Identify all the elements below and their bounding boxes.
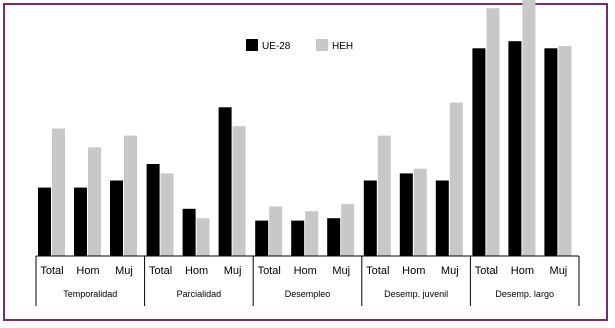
bar-ue-28-desemp-largo-muj — [544, 48, 558, 256]
chart-frame — [3, 3, 608, 321]
group-label-desempleo: Desempleo — [285, 289, 331, 299]
bar-ue-28-desemp-juvenil-total — [363, 180, 377, 256]
tick-label-desemp-largo-total: Total — [475, 265, 498, 277]
bar-heh-desemp-juvenil-hom — [413, 168, 427, 256]
tick-label-temporalidad-hom: Hom — [76, 265, 99, 277]
bar-ue-28-desemp-largo-hom — [508, 41, 522, 257]
bar-ue-28-temporalidad-total — [38, 187, 51, 256]
bar-ue-28-parcialidad-total — [146, 164, 160, 256]
tick-label-desempleo-muj: Muj — [332, 265, 350, 277]
bar-heh-temporalidad-total — [52, 128, 65, 256]
group-label-desemp-largo: Desemp. largo — [495, 289, 554, 299]
tick-label-parcialidad-total: Total — [149, 265, 172, 277]
bars-layer — [38, 0, 572, 257]
legend: UE-28 HEH — [246, 39, 353, 52]
bar-ue-28-desemp-juvenil-muj — [435, 180, 449, 256]
group-label-temporalidad: Temporalidad — [63, 289, 117, 299]
bar-ue-28-temporalidad-muj — [110, 180, 123, 256]
bar-ue-28-parcialidad-hom — [182, 208, 196, 256]
tick-label-desempleo-hom: Hom — [294, 265, 317, 277]
x-axis: Total Hom Muj Temporalidad Total Hom Muj Parcia… — [35, 255, 580, 306]
tick-label-desemp-juvenil-muj: Muj — [441, 265, 459, 277]
legend-swatch-ue-28 — [246, 39, 258, 51]
bar-heh-desemp-juvenil-total — [377, 135, 391, 256]
tick-label-parcialidad-muj: Muj — [224, 265, 242, 277]
bar-heh-desempleo-total — [269, 206, 283, 256]
group-label-parcialidad: Parcialidad — [177, 289, 222, 299]
bar-ue-28-desemp-largo-total — [472, 48, 486, 256]
tick-label-desemp-largo-muj: Muj — [550, 265, 568, 277]
bar-ue-28-desempleo-hom — [291, 220, 305, 256]
bar-heh-parcialidad-muj — [232, 126, 246, 256]
tick-label-desemp-juvenil-total: Total — [366, 265, 389, 277]
bar-heh-desemp-largo-total — [486, 8, 500, 257]
bar-ue-28-desempleo-total — [255, 220, 269, 256]
bar-ue-28-parcialidad-muj — [218, 107, 232, 256]
bar-heh-desemp-juvenil-muj — [449, 102, 463, 256]
tick-label-parcialidad-hom: Hom — [185, 265, 208, 277]
bar-heh-desempleo-hom — [305, 211, 319, 256]
legend-label-heh: HEH — [332, 41, 353, 52]
bar-ue-28-desemp-juvenil-hom — [399, 173, 413, 256]
legend-swatch-heh — [316, 39, 328, 51]
group-label-desemp-juvenil: Desemp. juvenil — [384, 289, 448, 299]
bar-heh-temporalidad-hom — [88, 147, 101, 256]
bar-ue-28-temporalidad-hom — [74, 187, 87, 256]
bar-heh-desempleo-muj — [341, 204, 355, 256]
legend-label-ue-28: UE-28 — [262, 41, 291, 52]
bar-heh-parcialidad-hom — [196, 218, 210, 256]
bar-heh-temporalidad-muj — [124, 135, 137, 256]
tick-label-desemp-juvenil-hom: Hom — [402, 265, 425, 277]
bar-heh-desemp-largo-hom — [522, 0, 536, 256]
bar-ue-28-desempleo-muj — [327, 218, 341, 256]
tick-label-desemp-largo-hom: Hom — [511, 265, 534, 277]
bar-heh-desemp-largo-muj — [558, 46, 572, 256]
bar-heh-parcialidad-total — [160, 173, 174, 256]
tick-label-temporalidad-total: Total — [40, 265, 63, 277]
tick-label-desempleo-total: Total — [258, 265, 281, 277]
tick-label-temporalidad-muj: Muj — [115, 265, 133, 277]
